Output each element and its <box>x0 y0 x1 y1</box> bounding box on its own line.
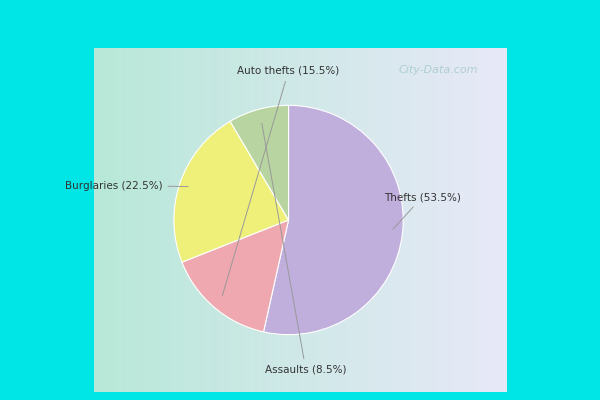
Wedge shape <box>230 105 289 220</box>
Text: Assaults (8.5%): Assaults (8.5%) <box>262 123 346 374</box>
Wedge shape <box>174 121 289 262</box>
Text: Burglaries (22.5%): Burglaries (22.5%) <box>65 181 188 190</box>
Text: Auto thefts (15.5%): Auto thefts (15.5%) <box>222 66 340 296</box>
Wedge shape <box>263 105 403 335</box>
Wedge shape <box>182 220 289 332</box>
Text: Thefts (53.5%): Thefts (53.5%) <box>384 192 461 229</box>
Text: City-Data.com: City-Data.com <box>398 65 478 75</box>
